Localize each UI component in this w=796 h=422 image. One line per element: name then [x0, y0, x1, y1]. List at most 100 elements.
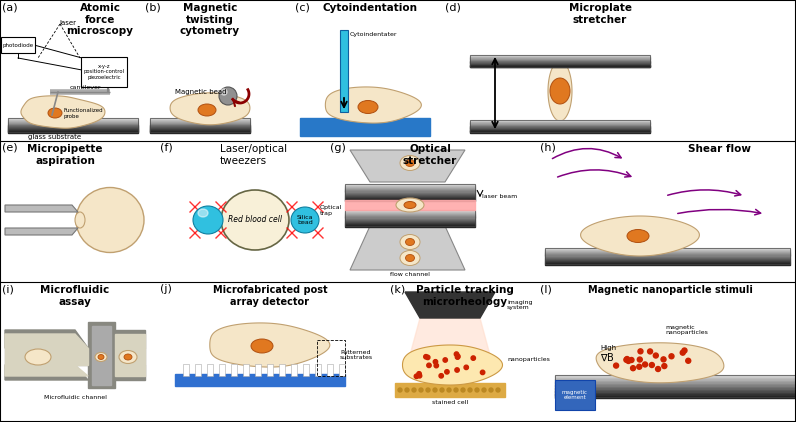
- Bar: [345, 196, 475, 197]
- Bar: [555, 394, 795, 396]
- Polygon shape: [92, 326, 111, 385]
- Bar: [8, 124, 138, 126]
- Circle shape: [685, 358, 691, 363]
- Bar: [345, 192, 475, 193]
- Bar: [345, 197, 475, 198]
- Circle shape: [461, 388, 465, 392]
- Bar: [339, 364, 345, 376]
- Circle shape: [638, 357, 642, 362]
- Circle shape: [417, 373, 422, 378]
- Bar: [345, 212, 475, 214]
- Bar: [345, 184, 475, 200]
- Bar: [327, 364, 333, 376]
- Polygon shape: [5, 205, 78, 212]
- Circle shape: [630, 366, 635, 371]
- Text: (e): (e): [2, 143, 18, 153]
- Bar: [545, 257, 790, 259]
- Polygon shape: [5, 228, 78, 235]
- Ellipse shape: [251, 339, 273, 353]
- Bar: [470, 120, 650, 121]
- Bar: [8, 123, 138, 124]
- Bar: [555, 392, 795, 395]
- Polygon shape: [115, 365, 145, 376]
- Bar: [345, 210, 475, 226]
- Bar: [470, 55, 650, 67]
- Bar: [470, 64, 650, 65]
- Bar: [8, 128, 138, 130]
- Bar: [150, 121, 250, 122]
- Polygon shape: [5, 334, 88, 348]
- Bar: [545, 252, 790, 254]
- Bar: [243, 364, 249, 376]
- Text: Micropipette
aspiration: Micropipette aspiration: [27, 144, 103, 165]
- Text: nanoparticles: nanoparticles: [507, 357, 550, 362]
- Bar: [175, 374, 345, 386]
- Bar: [470, 120, 650, 132]
- Polygon shape: [88, 322, 115, 388]
- Ellipse shape: [400, 155, 420, 170]
- Circle shape: [629, 357, 634, 362]
- Bar: [8, 118, 138, 119]
- Bar: [545, 249, 790, 251]
- Bar: [545, 250, 790, 252]
- Bar: [345, 222, 475, 223]
- Polygon shape: [5, 348, 88, 365]
- Ellipse shape: [95, 352, 107, 362]
- Bar: [470, 122, 650, 124]
- Ellipse shape: [550, 78, 570, 104]
- Polygon shape: [115, 365, 145, 380]
- Bar: [470, 128, 650, 129]
- Bar: [555, 384, 795, 386]
- Polygon shape: [350, 226, 465, 270]
- Polygon shape: [405, 292, 495, 318]
- Bar: [8, 118, 138, 132]
- Bar: [470, 131, 650, 133]
- Text: (g): (g): [330, 143, 346, 153]
- Bar: [267, 364, 273, 376]
- FancyBboxPatch shape: [81, 57, 127, 87]
- Bar: [345, 186, 475, 188]
- Bar: [470, 65, 650, 66]
- Bar: [395, 383, 505, 397]
- Bar: [470, 130, 650, 132]
- Text: Microfabricated post
array detector: Microfabricated post array detector: [213, 285, 327, 307]
- Bar: [470, 63, 650, 64]
- Text: Magnetic nanoparticle stimuli: Magnetic nanoparticle stimuli: [587, 285, 752, 295]
- Polygon shape: [210, 323, 330, 367]
- Bar: [345, 224, 475, 225]
- Bar: [150, 120, 250, 121]
- Bar: [150, 127, 250, 129]
- Bar: [470, 65, 650, 67]
- Bar: [555, 388, 795, 390]
- Bar: [345, 192, 475, 194]
- Circle shape: [455, 368, 459, 372]
- Bar: [8, 129, 138, 131]
- Circle shape: [433, 388, 437, 392]
- Ellipse shape: [221, 190, 289, 250]
- Bar: [315, 364, 321, 376]
- Bar: [555, 387, 795, 389]
- Ellipse shape: [198, 209, 208, 217]
- Bar: [345, 219, 475, 220]
- Polygon shape: [5, 365, 88, 380]
- Text: magnetic
nanoparticles: magnetic nanoparticles: [665, 325, 708, 335]
- Polygon shape: [115, 348, 145, 365]
- Bar: [545, 257, 790, 258]
- Bar: [8, 127, 138, 129]
- Bar: [545, 255, 790, 257]
- Polygon shape: [326, 87, 421, 123]
- Circle shape: [417, 372, 421, 376]
- Bar: [150, 127, 250, 128]
- Circle shape: [423, 354, 428, 359]
- Circle shape: [445, 370, 449, 374]
- Bar: [345, 219, 475, 221]
- Bar: [8, 130, 138, 132]
- Bar: [150, 118, 250, 132]
- Ellipse shape: [400, 251, 420, 265]
- Polygon shape: [580, 216, 700, 256]
- Bar: [345, 215, 475, 217]
- Circle shape: [412, 388, 416, 392]
- Ellipse shape: [400, 235, 420, 249]
- Bar: [8, 127, 138, 128]
- Ellipse shape: [124, 354, 132, 360]
